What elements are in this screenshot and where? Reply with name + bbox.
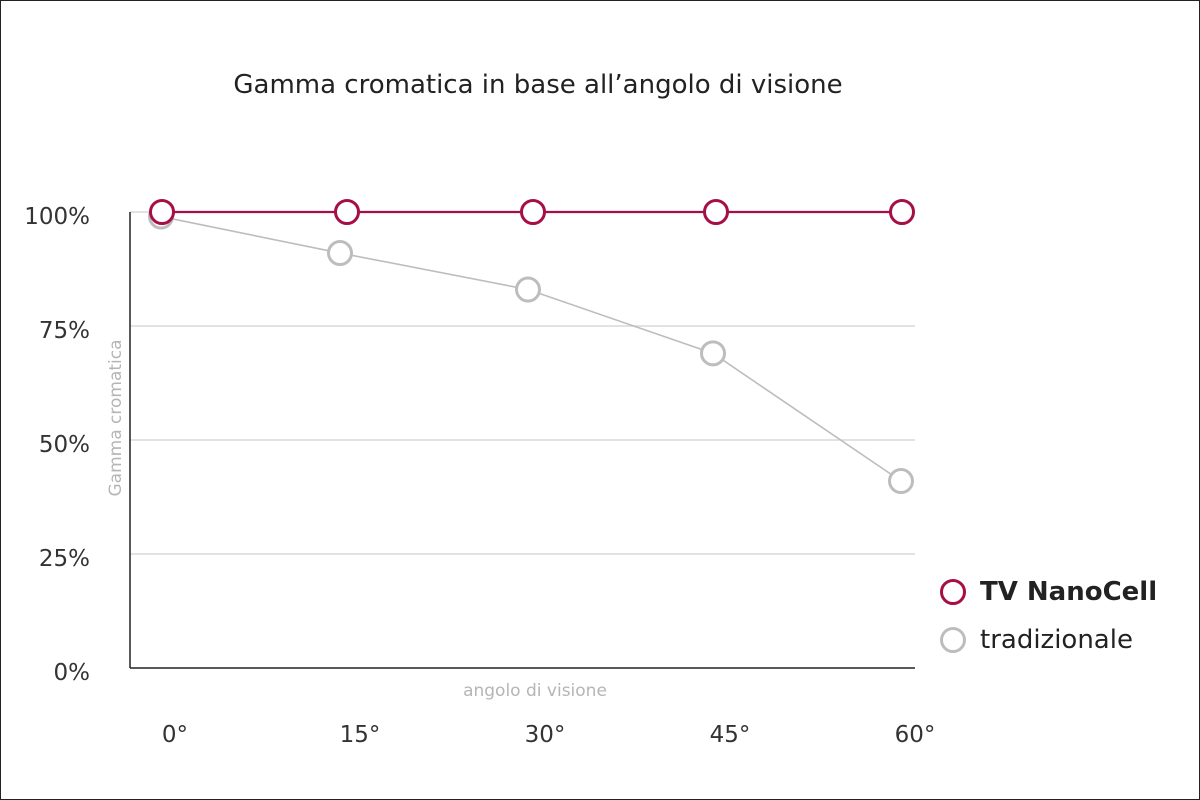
data-point: [515, 276, 541, 303]
data-point: [889, 199, 915, 225]
x-tick-label: 60°: [895, 722, 936, 748]
series-group: [148, 199, 915, 495]
data-point: [327, 240, 353, 267]
y-tick-label: 25%: [39, 546, 90, 572]
legend-label-nanocell: TV NanoCell: [980, 577, 1158, 607]
x-tick-label: 30°: [525, 722, 566, 748]
legend-item-nanocell: TV NanoCell: [940, 572, 1157, 612]
legend-item-tradizionale: tradizionale: [940, 620, 1157, 660]
data-point: [700, 340, 726, 367]
legend-marker-icon: [940, 627, 966, 653]
axes: [129, 212, 915, 669]
grid-lines: [130, 211, 915, 555]
series-line-1: [160, 215, 902, 482]
y-tick-label: 100%: [24, 204, 90, 230]
y-tick-label: 0%: [54, 660, 91, 686]
data-point: [334, 199, 360, 225]
x-tick-label: 0°: [162, 722, 188, 748]
x-tick-label: 45°: [710, 722, 751, 748]
data-point: [520, 199, 546, 225]
y-axis-label: Gamma cromatica: [106, 339, 126, 496]
data-point: [149, 199, 175, 225]
data-point: [888, 468, 914, 495]
x-tick-labels: 0° 15° 30° 45° 60°: [162, 722, 935, 748]
legend: TV NanoCell tradizionale: [940, 572, 1157, 668]
legend-label-tradizionale: tradizionale: [980, 625, 1133, 655]
y-tick-label: 50%: [39, 432, 90, 458]
x-tick-label: 15°: [340, 722, 381, 748]
data-point: [703, 199, 729, 225]
y-tick-labels: 0% 25% 50% 75% 100%: [24, 204, 90, 686]
x-axis-label: angolo di visione: [463, 681, 607, 701]
y-tick-label: 75%: [39, 318, 90, 344]
chart-title: Gamma cromatica in base all’angolo di vi…: [233, 70, 843, 100]
legend-marker-icon: [940, 579, 966, 605]
